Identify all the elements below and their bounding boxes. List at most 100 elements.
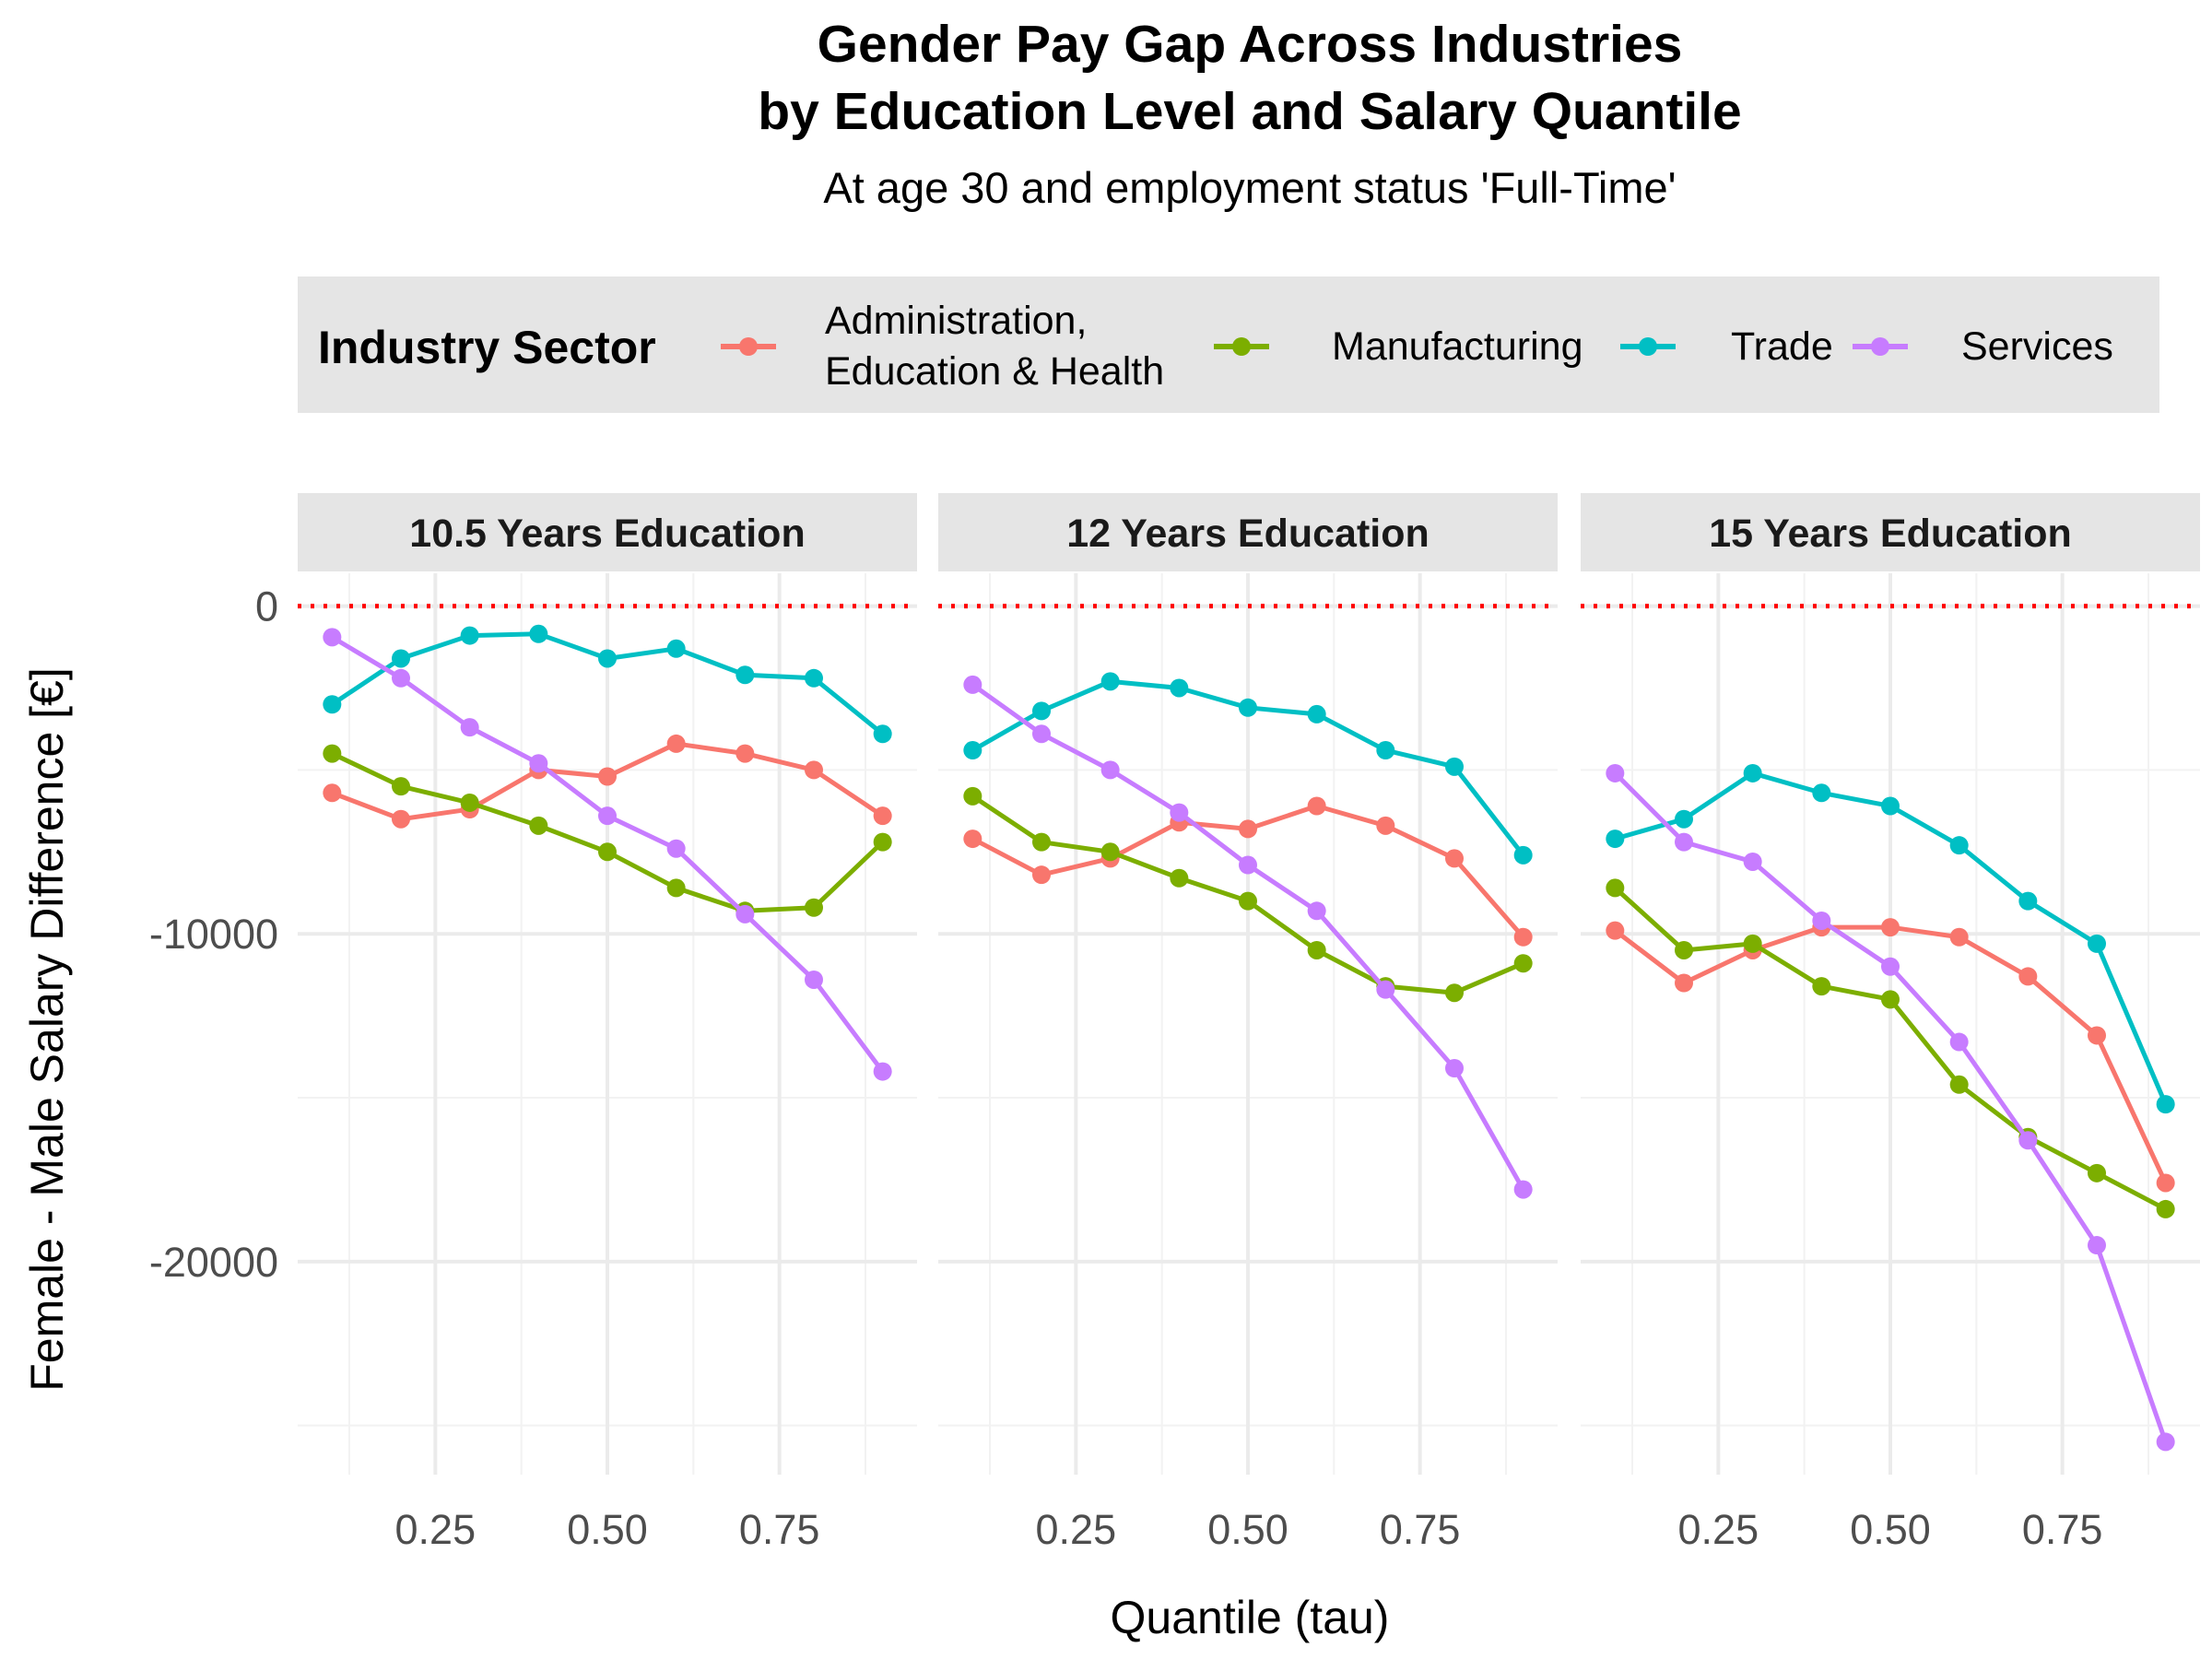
legend-title: Industry Sector <box>318 322 656 373</box>
data-point <box>323 744 342 763</box>
data-point <box>1513 954 1533 973</box>
data-point <box>1881 990 1900 1009</box>
data-point <box>2018 1131 2038 1150</box>
data-point <box>735 665 755 685</box>
series <box>1606 918 2175 1193</box>
data-point <box>666 639 686 658</box>
data-point <box>2156 1173 2175 1193</box>
legend-key-point <box>1639 337 1657 356</box>
facet-strip-label: 15 Years Education <box>1709 512 2072 556</box>
data-point <box>805 760 823 780</box>
legend-item: Administration, Education & Health <box>721 299 1164 394</box>
legend-label: Manufacturing <box>1332 324 1583 369</box>
data-point <box>1949 1075 1969 1094</box>
data-point <box>529 754 548 773</box>
y-tick-label: -10000 <box>149 911 278 958</box>
data-point <box>1445 849 1464 868</box>
series <box>323 624 892 744</box>
data-point <box>963 675 982 694</box>
data-point <box>1675 832 1693 852</box>
x-tick-label: 0.75 <box>739 1506 820 1553</box>
data-point <box>2156 1199 2175 1218</box>
data-point <box>1606 878 1625 898</box>
data-point <box>1100 760 1120 780</box>
x-tick-label: 0.50 <box>567 1506 648 1553</box>
data-point <box>1100 672 1120 691</box>
data-point <box>2018 967 2038 986</box>
data-point <box>1445 1059 1464 1078</box>
data-point <box>1812 783 1831 803</box>
series <box>963 672 1533 865</box>
data-point <box>1170 678 1189 698</box>
data-point <box>1032 701 1051 721</box>
data-point <box>598 806 617 826</box>
data-point <box>392 809 410 829</box>
data-point <box>1949 927 1969 947</box>
data-point <box>873 806 892 826</box>
data-point <box>392 668 410 688</box>
data-point <box>666 734 686 753</box>
data-point <box>1032 724 1051 744</box>
data-point <box>1239 819 1257 839</box>
legend-label: Education & Health <box>825 349 1164 394</box>
data-point <box>963 741 982 760</box>
data-point <box>1376 816 1395 835</box>
data-point <box>1606 830 1625 849</box>
legend-key-point <box>1871 337 1889 356</box>
data-point <box>1812 911 1831 930</box>
data-point <box>1307 901 1326 921</box>
facet-strip-label: 10.5 Years Education <box>409 512 805 556</box>
y-axis-title: Female - Male Salary Difference [€] <box>21 667 73 1392</box>
legend-item: Trade <box>1620 324 1833 369</box>
data-point <box>1949 836 1969 855</box>
data-point <box>1949 1032 1969 1052</box>
data-point <box>1513 845 1533 865</box>
data-point <box>1675 940 1693 959</box>
data-point <box>666 878 686 898</box>
data-point <box>392 649 410 668</box>
facet-strip-label: 12 Years Education <box>1066 512 1430 556</box>
data-point <box>1743 763 1762 782</box>
data-point <box>873 1062 892 1081</box>
data-point <box>1376 980 1395 999</box>
data-point <box>1307 940 1326 959</box>
data-point <box>598 842 617 862</box>
facet-panel: 12 Years Education <box>938 493 1558 1475</box>
data-point <box>1881 796 1900 816</box>
legend-label: Trade <box>1731 324 1833 369</box>
data-point <box>2088 934 2106 953</box>
data-point <box>1239 891 1257 911</box>
data-point <box>1606 921 1625 940</box>
grid <box>938 573 1558 1475</box>
data-point <box>529 816 548 835</box>
data-point <box>1445 757 1464 776</box>
x-tick-label: 0.75 <box>2022 1506 2103 1553</box>
data-point <box>2088 1026 2106 1045</box>
x-axis-title: Quantile (tau) <box>1111 1592 1390 1643</box>
legend-item: Services <box>1853 324 2113 369</box>
y-tick-label: -20000 <box>149 1239 278 1286</box>
data-point <box>666 839 686 858</box>
data-point <box>1675 809 1693 829</box>
legend-label: Services <box>1961 324 2113 369</box>
legend-key-point <box>739 337 758 356</box>
data-point <box>1881 957 1900 976</box>
data-point <box>1606 763 1625 782</box>
data-point <box>1307 704 1326 724</box>
legend-item: Manufacturing <box>1214 324 1583 369</box>
series <box>1606 763 2175 1114</box>
series <box>963 675 1533 1199</box>
data-point <box>460 718 479 737</box>
data-point <box>2156 1432 2175 1452</box>
data-point <box>1307 796 1326 816</box>
data-point <box>1376 741 1395 760</box>
facet-strip <box>298 493 917 571</box>
data-point <box>1239 698 1257 717</box>
data-point <box>2088 1236 2106 1255</box>
y-tick-label: 0 <box>255 583 278 630</box>
grid <box>1581 573 2200 1475</box>
x-tick-label: 0.25 <box>1036 1506 1117 1553</box>
data-point <box>805 898 823 917</box>
chart-title: Gender Pay Gap Across Industries <box>818 15 1683 74</box>
